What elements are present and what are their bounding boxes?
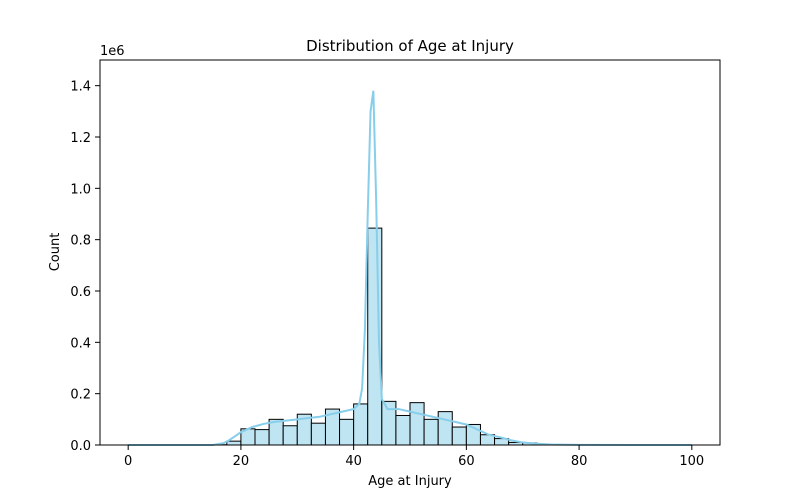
y-tick-label: 1.4 [70,80,91,95]
histogram-bar [423,418,439,446]
y-axis-label: Count [48,233,63,272]
x-ticks-group: 0 20 40 60 80 100 [124,445,704,469]
histogram-bar [437,411,453,446]
histogram-bar [254,429,270,446]
y-offset-label: 1e6 [100,44,125,59]
y-ticks-group: 0.0 0.2 0.4 0.6 0.8 1.0 1.2 1.4 [70,80,100,454]
histogram-bar [451,426,467,446]
histogram-bar [339,418,355,446]
histogram-bar [353,403,369,446]
histogram-bar [282,425,298,446]
histogram-bar [310,422,326,446]
x-axis-label: Age at Injury [368,474,452,489]
x-tick-label: 0 [124,454,132,469]
kde-curve [128,90,692,446]
x-tick-label: 80 [571,454,588,469]
y-tick-label: 0.4 [70,336,91,351]
x-tick-label: 60 [458,454,475,469]
x-tick-label: 40 [345,454,362,469]
y-tick-label: 1.0 [70,182,91,197]
plot-frame [99,59,721,446]
histogram-bar [226,440,242,446]
y-tick-label: 0.2 [70,388,91,403]
histogram-bar [395,414,411,446]
chart-title: Distribution of Age at Injury [306,37,514,55]
y-tick-label: 0.6 [70,285,91,300]
histogram-bar [381,400,397,446]
y-tick-label: 0.8 [70,234,91,249]
y-tick-label: 1.2 [70,131,91,146]
y-tick-label: 0.0 [70,439,91,454]
bars-group [212,227,594,446]
x-tick-label: 20 [233,454,250,469]
x-tick-label: 100 [679,454,704,469]
histogram-bar [409,402,425,446]
